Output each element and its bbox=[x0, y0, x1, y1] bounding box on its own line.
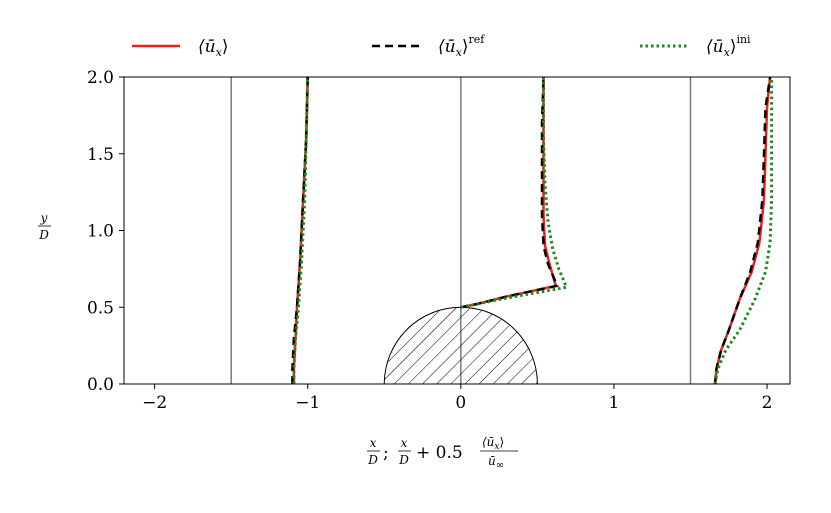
series-2-profile-1 bbox=[460, 77, 568, 309]
legend-label-0: ⟨ūx⟩ bbox=[198, 37, 228, 59]
legend-label-close-0: ⟩ bbox=[222, 37, 229, 57]
xlabel-frac3-num: ⟨ūx⟩ bbox=[482, 435, 504, 452]
xlabel-frac3-num-close: ⟩ bbox=[500, 435, 505, 449]
xlabel-plus-term: + 0.5 bbox=[416, 443, 463, 463]
cylinder-shape bbox=[383, 307, 538, 384]
x-tick-label-0: −2 bbox=[142, 393, 167, 413]
xlabel-frac3-den-main: ū bbox=[488, 454, 496, 468]
legend-label-sub-0: x bbox=[216, 46, 223, 59]
x-tick-label-2: 0 bbox=[455, 393, 466, 413]
xlabel-frac3-den-sub: ∞ bbox=[496, 460, 504, 471]
x-axis-label: x D ; x D + 0.5 ⟨ūx⟩ ū∞ bbox=[367, 435, 518, 471]
xlabel-frac2-den: D bbox=[398, 453, 409, 467]
xlabel-frac1-num: x bbox=[370, 436, 377, 450]
x-tick-label-3: 1 bbox=[609, 393, 620, 413]
legend-label-close-1: ⟩ bbox=[462, 37, 469, 57]
legend-label-main-2: ⟨ū bbox=[706, 37, 724, 57]
legend-label-1: ⟨ūx⟩ref bbox=[438, 33, 485, 59]
legend-label-sub-2: x bbox=[724, 46, 731, 59]
y-tick-label-2: 1.0 bbox=[87, 222, 114, 242]
x-tick-label-1: −1 bbox=[295, 393, 320, 413]
y-tick-label-4: 2.0 bbox=[87, 68, 114, 88]
xlabel-frac3-num-sub: x bbox=[494, 442, 499, 452]
xlabel-frac3-den: ū∞ bbox=[488, 454, 504, 471]
legend-label-sup-2: ini bbox=[736, 33, 751, 46]
series-1-profile-0 bbox=[291, 77, 309, 384]
series-1-profile-1 bbox=[460, 77, 559, 309]
cylinder-body bbox=[383, 307, 538, 384]
series-0-profile-2 bbox=[713, 77, 772, 384]
legend-label-main-0: ⟨ū bbox=[198, 37, 216, 57]
series-2-profile-0 bbox=[292, 77, 310, 384]
y-axis-label: y D bbox=[38, 211, 51, 242]
series-2-profile-2 bbox=[713, 77, 774, 384]
legend-label-sub-1: x bbox=[456, 46, 463, 59]
y-tick-label-0: 0.0 bbox=[87, 375, 114, 395]
legend-label-2: ⟨ūx⟩ini bbox=[706, 33, 751, 59]
y-tick-label-3: 1.5 bbox=[87, 145, 114, 165]
xlabel-frac2-num: x bbox=[401, 436, 408, 450]
xlabel-separator: ; bbox=[383, 443, 389, 463]
y-axis-ticks: 0.0 0.5 1.0 1.5 2.0 bbox=[87, 68, 124, 395]
legend-label-main-1: ⟨ū bbox=[438, 37, 456, 57]
series-lines bbox=[291, 77, 774, 384]
x-tick-label-4: 2 bbox=[762, 393, 773, 413]
ylabel-num: y bbox=[40, 211, 48, 225]
x-axis-ticks: −2 −1 0 1 2 bbox=[142, 384, 772, 413]
plot-area: −2 −1 0 1 2 0.0 0.5 1.0 1.5 2.0 bbox=[87, 68, 791, 413]
ylabel-den: D bbox=[38, 228, 49, 242]
legend-label-close-2: ⟩ bbox=[730, 37, 737, 57]
series-1-profile-2 bbox=[713, 77, 772, 384]
y-tick-label-1: 0.5 bbox=[87, 298, 114, 318]
legend: ⟨ūx⟩ ⟨ūx⟩ref ⟨ūx⟩ini bbox=[132, 33, 751, 59]
legend-label-sup-1: ref bbox=[468, 33, 485, 46]
xlabel-frac1-den: D bbox=[367, 453, 378, 467]
xlabel-frac3-num-main: ⟨ū bbox=[482, 435, 494, 449]
